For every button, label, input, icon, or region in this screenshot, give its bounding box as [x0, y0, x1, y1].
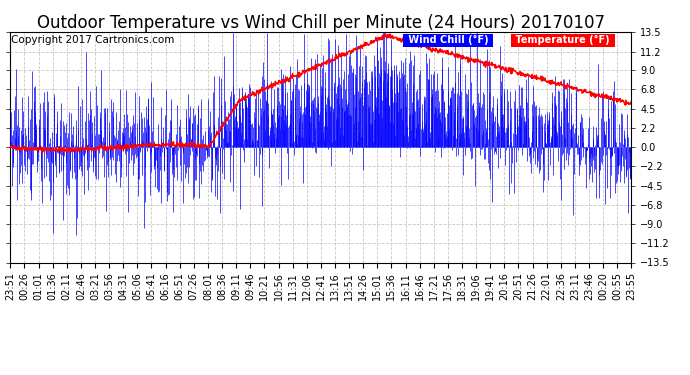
Text: Copyright 2017 Cartronics.com: Copyright 2017 Cartronics.com	[11, 35, 175, 45]
Title: Outdoor Temperature vs Wind Chill per Minute (24 Hours) 20170107: Outdoor Temperature vs Wind Chill per Mi…	[37, 14, 605, 32]
Text: Temperature (°F): Temperature (°F)	[512, 35, 613, 45]
Text: Wind Chill (°F): Wind Chill (°F)	[404, 35, 492, 45]
